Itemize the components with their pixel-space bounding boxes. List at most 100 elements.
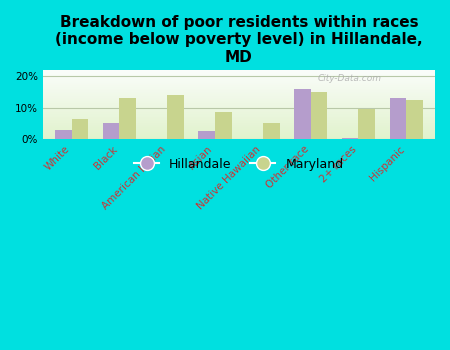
Bar xyxy=(43,131,435,132)
Bar xyxy=(43,95,435,96)
Bar xyxy=(390,98,406,139)
Text: City-Data.com: City-Data.com xyxy=(317,74,381,83)
Bar xyxy=(43,109,435,110)
Bar xyxy=(43,82,435,83)
Bar xyxy=(43,111,435,112)
Bar xyxy=(43,84,435,85)
Bar xyxy=(43,73,435,74)
Bar xyxy=(43,80,435,81)
Bar xyxy=(43,123,435,124)
Bar xyxy=(43,74,435,75)
Bar xyxy=(43,138,435,139)
Bar xyxy=(43,108,435,110)
Bar xyxy=(43,107,435,108)
Bar xyxy=(43,89,435,90)
Bar xyxy=(43,94,435,95)
Bar xyxy=(43,72,435,73)
Bar xyxy=(43,133,435,134)
Bar xyxy=(294,89,310,139)
Bar xyxy=(43,106,435,107)
Bar xyxy=(43,86,435,88)
Legend: Hillandale, Maryland: Hillandale, Maryland xyxy=(129,153,349,176)
Bar xyxy=(215,112,232,139)
Bar xyxy=(43,70,435,71)
Bar xyxy=(43,102,435,103)
Bar xyxy=(43,96,435,97)
Bar xyxy=(43,118,435,119)
Bar xyxy=(43,111,435,112)
Bar xyxy=(43,132,435,133)
Bar xyxy=(43,103,435,104)
Bar xyxy=(43,91,435,92)
Bar xyxy=(43,88,435,89)
Bar xyxy=(43,99,435,100)
Bar xyxy=(43,108,435,109)
Bar xyxy=(43,86,435,87)
Title: Breakdown of poor residents within races
(income below poverty level) in Hilland: Breakdown of poor residents within races… xyxy=(55,15,423,65)
Bar xyxy=(43,114,435,115)
Bar xyxy=(43,131,435,132)
Bar xyxy=(43,117,435,118)
Bar xyxy=(43,98,435,99)
Bar xyxy=(43,89,435,90)
Bar xyxy=(43,77,435,78)
Bar xyxy=(43,138,435,139)
Bar xyxy=(43,84,435,85)
Bar xyxy=(43,125,435,126)
Bar xyxy=(43,105,435,106)
Bar xyxy=(43,135,435,137)
Bar xyxy=(43,119,435,120)
Bar xyxy=(43,121,435,122)
Bar xyxy=(43,91,435,92)
Bar xyxy=(43,104,435,105)
Bar xyxy=(43,71,435,72)
Bar xyxy=(43,76,435,77)
Bar xyxy=(406,100,423,139)
Bar xyxy=(55,130,72,139)
Bar xyxy=(43,79,435,80)
Bar xyxy=(43,130,435,131)
Bar xyxy=(43,122,435,123)
Bar xyxy=(43,124,435,125)
Bar xyxy=(43,115,435,116)
Bar xyxy=(198,131,215,139)
Bar xyxy=(43,134,435,135)
Bar xyxy=(43,133,435,134)
Bar xyxy=(72,119,88,139)
Bar xyxy=(43,120,435,121)
Bar xyxy=(43,93,435,94)
Bar xyxy=(43,129,435,130)
Bar xyxy=(43,112,435,113)
Bar xyxy=(167,95,184,139)
Bar xyxy=(43,83,435,84)
Bar xyxy=(43,113,435,114)
Bar xyxy=(43,75,435,76)
Bar xyxy=(43,126,435,127)
Bar xyxy=(43,82,435,83)
Bar xyxy=(43,101,435,102)
Bar xyxy=(43,87,435,88)
Bar xyxy=(359,109,375,139)
Bar xyxy=(103,124,119,139)
Bar xyxy=(43,100,435,101)
Bar xyxy=(43,137,435,138)
Bar xyxy=(310,92,328,139)
Bar xyxy=(43,116,435,117)
Bar xyxy=(43,113,435,114)
Bar xyxy=(119,98,136,139)
Bar xyxy=(263,124,279,139)
Bar xyxy=(43,106,435,107)
Bar xyxy=(43,81,435,82)
Bar xyxy=(43,90,435,91)
Bar xyxy=(43,135,435,136)
Bar xyxy=(43,78,435,79)
Bar xyxy=(43,128,435,129)
Bar xyxy=(43,85,435,86)
Bar xyxy=(342,138,359,139)
Bar xyxy=(43,116,435,117)
Bar xyxy=(43,127,435,128)
Bar xyxy=(43,110,435,111)
Bar xyxy=(43,136,435,137)
Bar xyxy=(43,97,435,98)
Bar xyxy=(43,92,435,93)
